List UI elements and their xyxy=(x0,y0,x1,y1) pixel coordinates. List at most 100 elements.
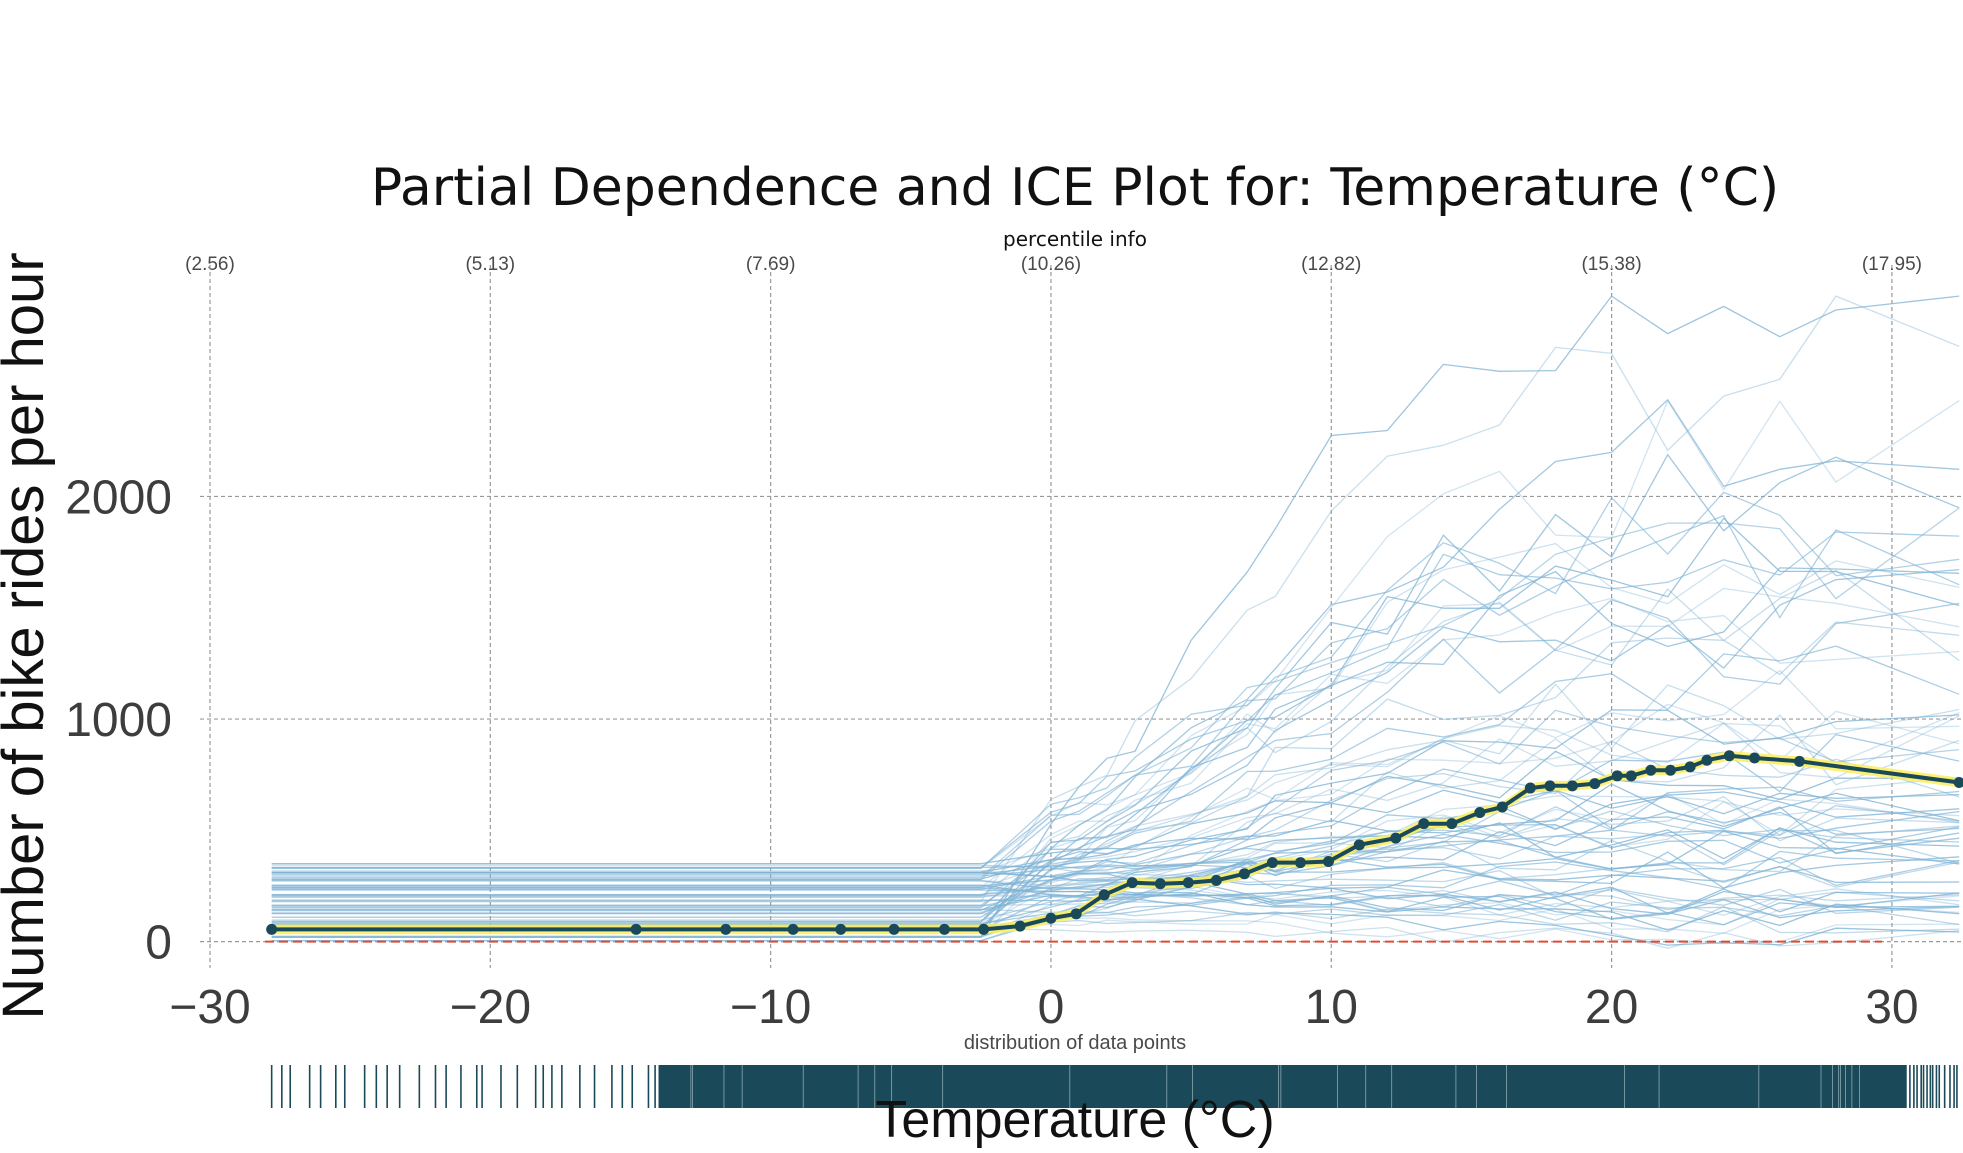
ice-line xyxy=(271,866,1960,889)
pdp-point xyxy=(1566,780,1578,792)
ice-line xyxy=(271,517,1960,930)
ice-line xyxy=(271,597,1960,889)
percentile-label: (10.26) xyxy=(1021,254,1081,275)
pdp-point xyxy=(835,923,847,935)
ice-line xyxy=(271,568,1960,909)
pdp-point xyxy=(888,923,900,935)
ice-line xyxy=(271,709,1960,911)
pdp-point xyxy=(1266,857,1278,869)
ice-line xyxy=(271,869,1960,926)
pdp-point xyxy=(1589,778,1601,790)
ice-line xyxy=(271,453,1960,923)
ice-line xyxy=(271,826,1960,877)
ice-line xyxy=(271,884,1960,946)
percentile-labels: (2.56) (5.13) (7.69) (10.26) (12.82) (15.38) (… xyxy=(185,254,1922,275)
pdp-point xyxy=(1126,877,1138,889)
pdp-point xyxy=(1322,856,1334,868)
pdp-point xyxy=(1625,770,1637,782)
percentile-label: (12.82) xyxy=(1301,254,1361,275)
pdp-point xyxy=(1701,754,1713,766)
ice-line xyxy=(271,789,1960,873)
x-tick-label: 0 xyxy=(1038,981,1065,1034)
pdp-point xyxy=(1210,874,1222,886)
pdp-point xyxy=(1294,857,1306,869)
pdp-point xyxy=(1353,839,1365,851)
ice-line xyxy=(271,830,1960,896)
ice-line xyxy=(271,786,1960,942)
pdp-point xyxy=(266,923,278,935)
y-tick-label: 2000 xyxy=(65,471,172,524)
distribution-title: distribution of data points xyxy=(964,1032,1186,1054)
ice-line xyxy=(271,715,1960,889)
pdp-point xyxy=(1544,780,1556,792)
ice-line xyxy=(271,491,1960,869)
ice-line xyxy=(271,926,1960,949)
ice-line xyxy=(271,871,1960,915)
ice-line xyxy=(271,733,1960,931)
percentile-label: (15.38) xyxy=(1581,254,1641,275)
ice-line xyxy=(271,864,1960,902)
ice-line xyxy=(271,569,1960,898)
y-tick-label: 0 xyxy=(145,917,172,970)
x-tick-label: 30 xyxy=(1865,981,1918,1034)
percentile-label: (17.95) xyxy=(1862,254,1922,275)
x-tick-label: −20 xyxy=(450,981,531,1034)
ice-line xyxy=(271,851,1960,889)
pdp-point xyxy=(1524,782,1536,794)
ice-line xyxy=(271,507,1960,879)
pdp-point xyxy=(1474,807,1486,819)
y-tick-label: 1000 xyxy=(65,694,172,747)
pdp-point xyxy=(1496,801,1508,813)
pdp-point xyxy=(1098,889,1110,901)
ice-line xyxy=(271,645,1960,906)
ice-line xyxy=(271,295,1960,939)
ice-line xyxy=(271,621,1960,918)
ice-line xyxy=(271,822,1960,875)
pdp-point xyxy=(1953,776,1963,788)
pdp-point xyxy=(1238,868,1250,880)
ice-line xyxy=(271,912,1960,945)
ice-line xyxy=(271,683,1960,897)
ice-line xyxy=(271,514,1960,881)
ice-line xyxy=(271,740,1960,915)
ice-line xyxy=(271,598,1960,927)
ice-line xyxy=(271,542,1960,937)
pdp-point xyxy=(720,923,732,935)
pdp-point xyxy=(1723,750,1735,762)
pdp-point xyxy=(1418,818,1430,830)
percentile-label: (7.69) xyxy=(746,254,796,275)
pdp-point xyxy=(1749,752,1761,764)
ice-line xyxy=(271,886,1960,914)
ice-line xyxy=(271,531,1960,869)
ice-line xyxy=(271,887,1960,914)
pdp-point xyxy=(1684,761,1696,773)
percentile-label: (5.13) xyxy=(465,254,515,275)
ice-line xyxy=(271,399,1960,926)
x-tick-label: 20 xyxy=(1585,981,1638,1034)
ice-line xyxy=(271,587,1960,869)
y-tick-labels: 0 1000 2000 xyxy=(65,471,172,969)
y-axis-label: Number of bike rides per hour xyxy=(0,252,56,1019)
pdp-point xyxy=(1014,920,1026,932)
ice-line xyxy=(271,709,1960,915)
ice-line xyxy=(271,879,1960,916)
gridlines xyxy=(200,265,1962,968)
pdp-line xyxy=(271,753,1960,932)
pdp-point xyxy=(978,923,990,935)
pdp-point xyxy=(1045,912,1057,924)
x-axis-label: Temperature (°C) xyxy=(875,1091,1274,1149)
pdp-point xyxy=(1664,764,1676,776)
ice-line xyxy=(271,861,1960,903)
x-tick-labels: −30 −20 −10 0 10 20 30 xyxy=(169,981,1918,1034)
x-tick-label: 10 xyxy=(1305,981,1358,1034)
ice-line xyxy=(271,295,1960,902)
pdp-point xyxy=(938,923,950,935)
ice-curves xyxy=(271,295,1960,949)
ice-line xyxy=(271,904,1960,935)
rug-dense xyxy=(658,1065,1906,1108)
pdp-point xyxy=(1154,878,1166,890)
pdp-point xyxy=(1390,832,1402,844)
x-tick-label: −30 xyxy=(169,981,250,1034)
ice-line xyxy=(271,880,1960,931)
